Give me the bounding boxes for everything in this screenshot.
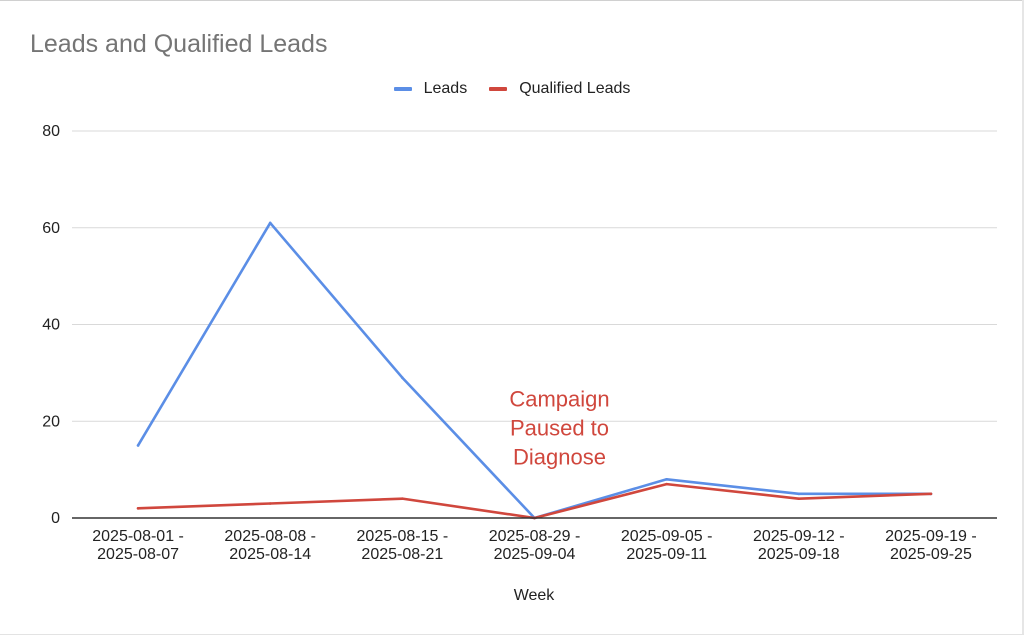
y-tick-label: 0 bbox=[51, 510, 60, 527]
y-tick-label: 80 bbox=[42, 123, 60, 140]
bottom-strip bbox=[0, 634, 1024, 642]
x-tick-label: 2025-08-15 -2025-08-21 bbox=[357, 528, 449, 563]
data-point bbox=[665, 482, 668, 486]
y-tick-label: 20 bbox=[42, 413, 60, 430]
right-divider bbox=[1022, 0, 1024, 641]
data-point bbox=[401, 497, 404, 500]
data-point bbox=[136, 507, 140, 510]
data-point bbox=[797, 497, 801, 500]
series-line-leads bbox=[136, 221, 933, 520]
data-point bbox=[268, 221, 272, 225]
legend-item-leads[interactable]: Leads bbox=[393, 80, 468, 98]
y-tick-label: 40 bbox=[42, 317, 60, 334]
data-point bbox=[268, 502, 272, 505]
chart-legend: Leads Qualified Leads bbox=[0, 80, 1024, 98]
x-tick-label: 2025-09-19 -2025-09-25 bbox=[885, 528, 977, 563]
x-tick-label: 2025-09-12 -2025-09-18 bbox=[753, 528, 845, 563]
annotation-campaign-paused: Campaign Paused to Diagnose bbox=[509, 387, 609, 470]
x-tick-label: 2025-08-29 -2025-09-04 bbox=[489, 528, 581, 563]
legend-swatch-qualified-leads bbox=[489, 87, 508, 91]
x-tick-label: 2025-09-05 -2025-09-11 bbox=[621, 528, 713, 563]
data-point bbox=[797, 492, 801, 496]
x-axis-title: Week bbox=[513, 587, 555, 604]
legend-item-qualified-leads[interactable]: Qualified Leads bbox=[489, 80, 630, 98]
x-tick-label: 2025-08-08 -2025-08-14 bbox=[224, 528, 316, 563]
series-line-qualified-leads bbox=[136, 482, 933, 520]
data-point bbox=[136, 444, 140, 447]
x-tick-label: 2025-08-01 -2025-08-07 bbox=[92, 528, 184, 563]
legend-label-qualified-leads: Qualified Leads bbox=[519, 80, 631, 97]
legend-swatch-leads bbox=[393, 87, 412, 91]
data-point bbox=[929, 492, 933, 496]
data-point bbox=[401, 376, 404, 380]
y-tick-label: 60 bbox=[42, 220, 60, 237]
chart-title: Leads and Qualified Leads bbox=[30, 30, 328, 58]
data-point bbox=[665, 478, 668, 481]
top-divider bbox=[0, 0, 1024, 1]
legend-label-leads: Leads bbox=[423, 80, 468, 97]
